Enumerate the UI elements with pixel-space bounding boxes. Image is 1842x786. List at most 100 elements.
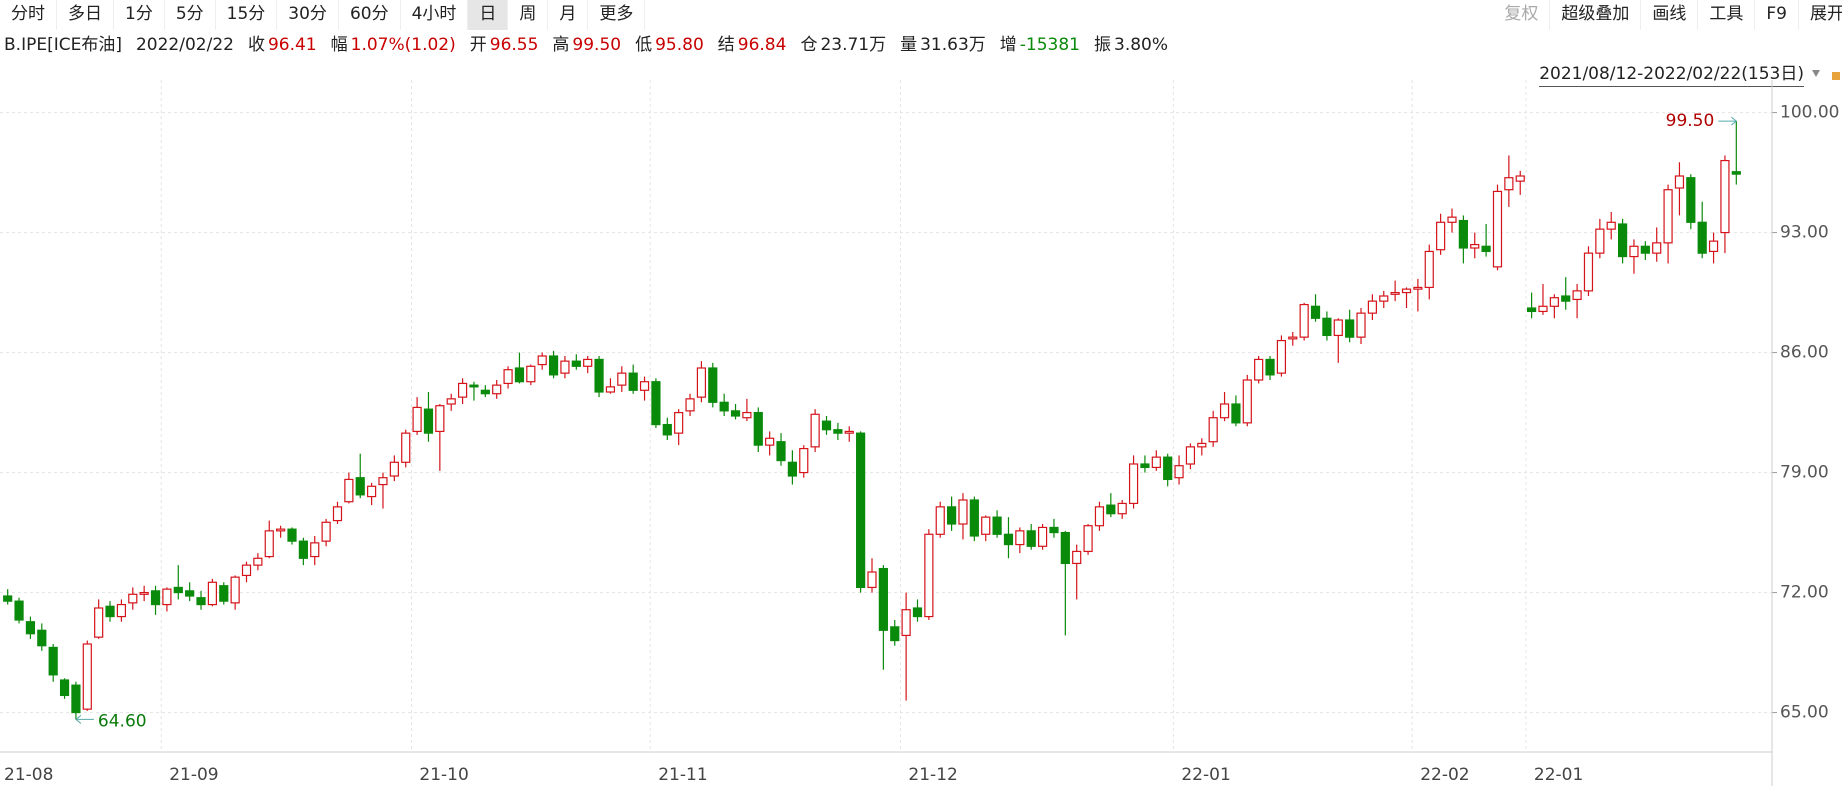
annotation-arrow (75, 715, 82, 724)
x-tick-label: 22-01 (1534, 765, 1583, 785)
date-range[interactable]: 2021/08/12-2022/02/22(153日) (1539, 62, 1804, 87)
candle-body (696, 367, 707, 398)
candle-body (1538, 305, 1548, 313)
y-tick-label: 93.00 (1780, 223, 1829, 243)
candle-body (1663, 189, 1673, 244)
candle-body (730, 410, 741, 417)
toolbar-button[interactable]: 展开 (1799, 0, 1842, 30)
candle-body (912, 607, 923, 618)
field-value: 96.84 (737, 35, 787, 55)
toolbar-button[interactable]: 周 (508, 0, 549, 30)
candle-body (480, 389, 490, 395)
toolbar-button[interactable]: 超级叠加 (1550, 0, 1642, 30)
corner-icon (1832, 72, 1840, 80)
candle-body (787, 461, 797, 477)
toolbar-button[interactable]: 画线 (1641, 0, 1699, 30)
candle-body (799, 447, 809, 474)
candle-body (867, 571, 877, 589)
candle-body (605, 386, 616, 393)
toolbar-button[interactable]: 更多 (588, 0, 646, 30)
candle-body (37, 629, 47, 647)
toolbar-button[interactable]: 复权 (1493, 0, 1551, 30)
x-tick-label: 21-08 (4, 765, 53, 785)
candle-body (1504, 177, 1514, 191)
toolbar-button[interactable]: 30分 (277, 0, 339, 30)
toolbar-button[interactable]: 工具 (1698, 0, 1756, 30)
y-tick-label: 100.00 (1780, 103, 1839, 123)
candle-body (1299, 303, 1309, 338)
candle-body (1492, 190, 1503, 268)
candle-body (82, 643, 92, 710)
candle-body (1549, 297, 1559, 307)
candle-body (1265, 358, 1275, 376)
candle-body (947, 506, 957, 525)
toolbar-button[interactable]: 4小时 (401, 0, 469, 30)
toolbar-button[interactable]: 月 (548, 0, 589, 30)
candle-body (1561, 295, 1571, 302)
candle-body (1686, 177, 1696, 223)
annotation-label: 99.50 (1666, 111, 1715, 131)
candle-body (969, 499, 979, 537)
candle-body (139, 591, 149, 595)
quote-field: 振 3.80% (1094, 31, 1168, 59)
candle-body (378, 477, 388, 486)
candle-body (844, 430, 854, 434)
candle-body (594, 358, 604, 393)
candle-body (890, 626, 900, 642)
candle-body (25, 621, 36, 635)
candle-body (401, 432, 411, 463)
toolbar-button[interactable]: 多日 (57, 0, 114, 30)
candle-body (924, 533, 934, 618)
quote-bar: B.IPE[ICE布油] 2022/02/22 收 96.41 幅 1.07%(1.0… (4, 31, 1168, 59)
candle-body (1003, 533, 1014, 546)
field-label: 低 (635, 35, 653, 55)
candle-body (901, 609, 911, 637)
candle-body (1367, 300, 1377, 314)
candle-body (1515, 175, 1525, 182)
candle-body (628, 372, 638, 391)
candle-body (1652, 242, 1662, 254)
field-value: 23.71万 (820, 35, 887, 55)
toolbar-button[interactable]: F9 (1755, 0, 1799, 30)
candle-body (1083, 525, 1093, 553)
toolbar-button[interactable]: 分时 (0, 0, 57, 30)
range-dropdown-icon (1812, 70, 1820, 77)
candle-body (1128, 463, 1139, 505)
toolbar-button[interactable]: 15分 (216, 0, 278, 30)
annotation-label: 64.60 (98, 711, 147, 731)
candle-body (48, 646, 58, 676)
field-label: 高 (552, 35, 570, 55)
candle-body (1424, 250, 1434, 289)
y-tick-label: 79.00 (1780, 463, 1829, 483)
candle-body (446, 398, 456, 405)
candle-body (310, 542, 320, 558)
candle-body (105, 605, 115, 618)
field-label: 开 (469, 35, 487, 55)
toolbar-button[interactable]: 60分 (339, 0, 401, 30)
field-value: 31.63万 (920, 35, 986, 55)
toolbar-button[interactable]: 5分 (165, 0, 216, 30)
candle-body (492, 384, 502, 395)
candle-body (537, 355, 547, 366)
candle-body (1219, 403, 1230, 419)
candle-body (1617, 223, 1628, 258)
candle-body (1276, 339, 1287, 374)
toolbar-button[interactable]: 1分 (114, 0, 165, 30)
toolbar-button[interactable]: 日 (468, 0, 509, 30)
candle-body (1356, 312, 1366, 338)
candle-body (958, 499, 968, 525)
candle-body (1106, 504, 1116, 515)
y-tick-label: 65.00 (1780, 703, 1829, 723)
candle-body (765, 437, 775, 446)
candle-body (1037, 526, 1048, 547)
candle-body (241, 564, 252, 577)
candle-body (560, 360, 570, 374)
candle-body (423, 408, 434, 434)
quote-field: 量 31.63万 (900, 31, 986, 59)
candle-body (355, 477, 365, 496)
field-value: 1.07%(1.02) (350, 35, 456, 55)
candle-body (1458, 219, 1468, 249)
quote-field: 幅 1.07%(1.02) (331, 31, 456, 59)
candle-body (219, 585, 229, 602)
candle-body (94, 607, 104, 638)
